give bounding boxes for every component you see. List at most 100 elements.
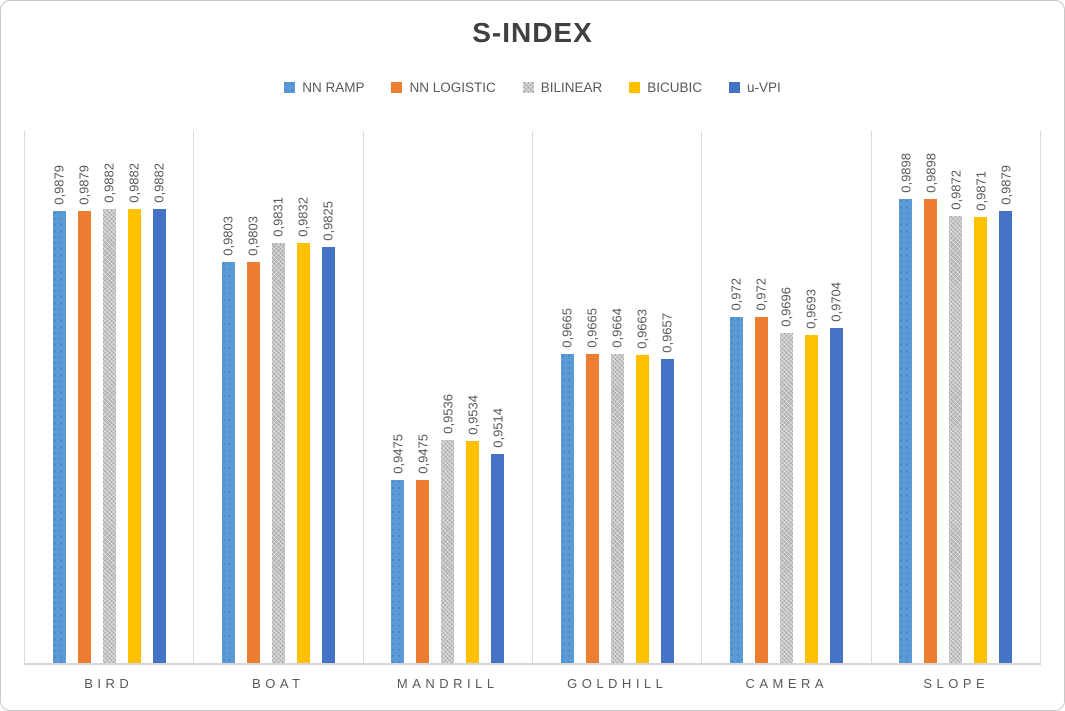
bar-slot: 0,9514 xyxy=(485,131,510,663)
bar-value-label: 0,9665 xyxy=(584,308,600,348)
bar-slot: 0,9665 xyxy=(555,131,580,663)
bar-slot: 0,9803 xyxy=(216,131,241,663)
bar-bicubic-goldhill xyxy=(635,355,649,663)
bar-value-label: 0,9475 xyxy=(415,434,431,474)
bar-value-label: 0,9879 xyxy=(76,165,92,205)
bar-slot: 0,9871 xyxy=(968,131,993,663)
bar-nn-ramp-mandrill xyxy=(391,480,405,663)
bar-value-label: 0,9879 xyxy=(51,165,67,205)
bar-value-label: 0,9825 xyxy=(320,201,336,241)
category-panel-camera: 0,972 0,972 0,9696 0,9693 0,9704 xyxy=(701,131,870,663)
bar-nn-ramp-slope xyxy=(899,199,913,663)
bar-u-vpi-slope xyxy=(999,211,1013,663)
category-label-goldhill: GOLDHILL xyxy=(567,676,668,691)
bar-slot: 0,9832 xyxy=(291,131,316,663)
bar-nn-ramp-camera xyxy=(729,317,743,663)
bar-slot: 0,9475 xyxy=(385,131,410,663)
bar-value-label: 0,9475 xyxy=(390,434,406,474)
bar-bilinear-slope xyxy=(949,216,963,663)
bar-value-label: 0,9696 xyxy=(778,287,794,327)
legend-swatch-icon xyxy=(522,82,534,93)
category-panel-slope: 0,9898 0,9898 0,9872 0,9871 0,9879 xyxy=(870,131,1041,663)
category-label-bird: BIRD xyxy=(84,676,134,691)
bar-slot: 0,9803 xyxy=(241,131,266,663)
legend-label: u-VPI xyxy=(747,80,781,95)
bar-slot: 0,972 xyxy=(724,131,749,663)
bar-value-label: 0,9898 xyxy=(923,153,939,193)
bar-slot: 0,9831 xyxy=(266,131,291,663)
bar-value-label: 0,9664 xyxy=(609,308,625,348)
bar-value-label: 0,9665 xyxy=(559,308,575,348)
bar-slot: 0,9882 xyxy=(122,131,147,663)
bar-value-label: 0,9704 xyxy=(828,282,844,322)
bar-slot: 0,9825 xyxy=(316,131,341,663)
bar-u-vpi-goldhill xyxy=(660,359,674,663)
category-label-boat: BOAT xyxy=(252,676,305,691)
bar-value-label: 0,972 xyxy=(753,278,769,311)
bar-bilinear-camera xyxy=(779,333,793,663)
chart-title: S-INDEX xyxy=(472,17,593,48)
bar-value-label: 0,9832 xyxy=(295,197,311,237)
bar-value-label: 0,9898 xyxy=(898,153,914,193)
legend-item-bicubic: BICUBIC xyxy=(629,80,702,95)
legend-swatch-icon xyxy=(284,82,296,93)
bar-value-label: 0,9663 xyxy=(634,309,650,349)
bar-u-vpi-camera xyxy=(829,328,843,663)
bar-slot: 0,9879 xyxy=(72,131,97,663)
bar-value-label: 0,972 xyxy=(728,278,744,311)
legend-swatch-icon xyxy=(629,82,641,93)
bar-slot: 0,9879 xyxy=(47,131,72,663)
bar-value-label: 0,9803 xyxy=(245,216,261,256)
bar-slot: 0,9872 xyxy=(943,131,968,663)
bar-slot: 0,9534 xyxy=(460,131,485,663)
category-label-mandrill: MANDRILL xyxy=(396,676,499,691)
bar-slot: 0,9696 xyxy=(774,131,799,663)
legend-label: BICUBIC xyxy=(647,80,703,95)
bar-slot: 0,9898 xyxy=(893,131,918,663)
bar-u-vpi-boat xyxy=(321,247,335,663)
bar-bicubic-slope xyxy=(974,217,988,663)
legend-item-u-vpi: u-VPI xyxy=(729,80,781,95)
bar-slot: 0,9665 xyxy=(580,131,605,663)
category-panel-boat: 0,9803 0,9803 0,9831 0,9832 0,9825 xyxy=(193,131,362,663)
bar-value-label: 0,9803 xyxy=(220,216,236,256)
bar-nn-logistic-bird xyxy=(77,211,91,663)
legend-label: BILINEAR xyxy=(540,80,603,95)
bar-u-vpi-mandrill xyxy=(491,454,505,663)
legend-item-nn-logistic: NN LOGISTIC xyxy=(391,80,496,95)
bar-slot: 0,9882 xyxy=(97,131,122,663)
bar-u-vpi-bird xyxy=(152,209,166,663)
bar-slot: 0,9536 xyxy=(435,131,460,663)
bar-slot: 0,9882 xyxy=(147,131,172,663)
category-axis: BIRD BOAT MANDRILL GOLDHILL CAMERA SLOPE xyxy=(24,676,1041,691)
bar-slot: 0,9693 xyxy=(799,131,824,663)
bar-nn-logistic-mandrill xyxy=(416,480,430,663)
bar-value-label: 0,9879 xyxy=(998,165,1014,205)
bar-value-label: 0,9831 xyxy=(270,197,286,237)
bar-nn-ramp-bird xyxy=(52,211,66,663)
legend-label: NN RAMP xyxy=(302,80,365,95)
bar-slot: 0,9664 xyxy=(605,131,630,663)
bar-bilinear-mandrill xyxy=(441,440,455,663)
bar-nn-logistic-camera xyxy=(754,317,768,663)
legend: NN RAMP NN LOGISTIC BILINEAR BICUBIC u-VPI xyxy=(1,80,1064,95)
bar-value-label: 0,9882 xyxy=(101,163,117,203)
bar-value-label: 0,9514 xyxy=(490,408,506,448)
category-panel-mandrill: 0,9475 0,9475 0,9536 0,9534 0,9514 xyxy=(362,131,532,663)
bar-value-label: 0,9871 xyxy=(973,171,989,211)
bar-slot: 0,9475 xyxy=(410,131,435,663)
legend-label: NN LOGISTIC xyxy=(409,80,496,95)
bar-bicubic-boat xyxy=(296,243,310,663)
bar-nn-logistic-slope xyxy=(924,199,938,663)
bar-slot: 0,9657 xyxy=(655,131,680,663)
bar-value-label: 0,9882 xyxy=(151,163,167,203)
bar-bicubic-mandrill xyxy=(466,441,480,663)
bar-nn-ramp-boat xyxy=(221,262,235,663)
plot-area: 0,9879 0,9879 0,9882 0,9882 0,9882 0,9803 0,98… xyxy=(24,131,1041,665)
bar-slot: 0,9898 xyxy=(918,131,943,663)
bar-bilinear-goldhill xyxy=(610,354,624,663)
bar-value-label: 0,9882 xyxy=(126,163,142,203)
bar-nn-ramp-goldhill xyxy=(560,354,574,663)
bar-slot: 0,9663 xyxy=(630,131,655,663)
